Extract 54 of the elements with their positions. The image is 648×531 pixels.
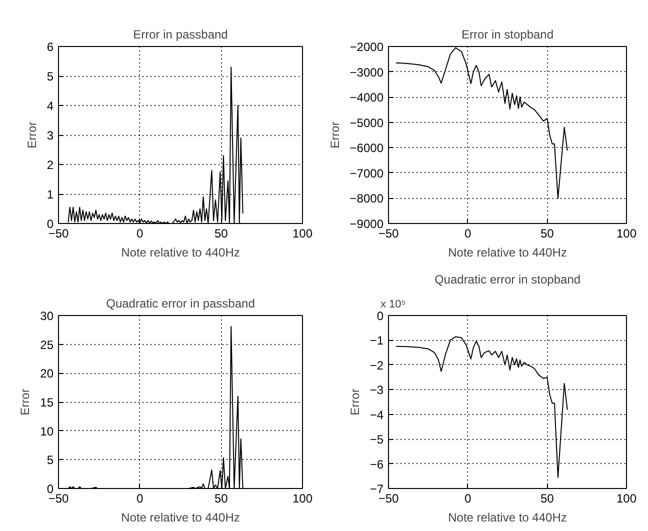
y-tick-label: −6000 <box>350 141 384 156</box>
y-tick-label: 0 <box>376 309 384 323</box>
y-tick-label: 3 <box>46 128 54 142</box>
x-tick-label: 0 <box>136 226 144 240</box>
y-axis-title: Error <box>24 122 39 148</box>
y-tick-label: 0 <box>46 217 54 231</box>
y-tick-label: 2 <box>46 158 54 172</box>
x-axis-title: Note relative to 440Hz <box>448 510 567 524</box>
text: x 10⁵ <box>380 298 406 310</box>
y-tick-label: 25 <box>40 338 54 352</box>
x-tick-label: 0 <box>464 492 472 506</box>
x-axis-title: Note relative to 440Hz <box>121 246 240 260</box>
x-axis-title: Note relative to 440Hz <box>121 510 240 524</box>
x-tick-label: 100 <box>616 492 637 506</box>
y-axis-title: Error <box>348 388 362 416</box>
x-tick-label: 50 <box>540 492 554 506</box>
x-tick-label: 100 <box>616 226 637 240</box>
x-tick-label: 50 <box>214 226 228 240</box>
y-tick-label: −7000 <box>350 166 384 180</box>
x-tick-label: 100 <box>292 492 313 506</box>
y-tick-label: −9000 <box>350 217 384 231</box>
y-tick-label: −4000 <box>350 90 384 105</box>
y-tick-label: 0 <box>46 482 54 496</box>
y-tick-label: 1 <box>46 188 54 202</box>
y-tick-label: 5 <box>46 70 54 84</box>
x-tick-label: 0 <box>464 226 472 240</box>
y-tick-label: 20 <box>40 366 54 381</box>
x-tick-label: 0 <box>136 492 144 506</box>
y-tick-label: −1 <box>370 334 384 348</box>
y-tick-label: −8000 <box>350 192 384 206</box>
chart-title: Quadratic error in passband <box>106 296 255 310</box>
y-tick-label: −4 <box>370 408 384 422</box>
x-tick-label: 100 <box>292 226 313 240</box>
y-axis-title: Error <box>18 388 32 416</box>
y-tick-label: −5 <box>370 432 384 447</box>
y-tick-label: 15 <box>40 396 54 410</box>
x-tick-label: 50 <box>540 226 554 240</box>
y-tick-label: −3000 <box>350 65 384 80</box>
x-tick-label: 50 <box>214 492 228 506</box>
y-tick-label: −5000 <box>350 116 384 130</box>
y-tick-label: 30 <box>40 309 54 323</box>
x-axis-title: Note relative to 440Hz <box>448 246 567 260</box>
y-tick-label: −6 <box>370 457 384 472</box>
chart-title: Error in stopband <box>461 28 554 42</box>
y-tick-label: 10 <box>40 424 54 438</box>
y-tick-label: 6 <box>46 40 54 54</box>
chart-title: Error in passband <box>133 28 228 42</box>
y-tick-label: 5 <box>46 453 54 468</box>
y-tick-label: −2000 <box>350 40 384 54</box>
y-axis-title: Error <box>328 122 342 148</box>
y-tick-label: −3 <box>370 383 384 398</box>
y-tick-label: −2 <box>370 358 384 372</box>
y-tick-label: 4 <box>46 99 54 113</box>
chart-title: Quadratic error in stopband <box>434 272 581 286</box>
